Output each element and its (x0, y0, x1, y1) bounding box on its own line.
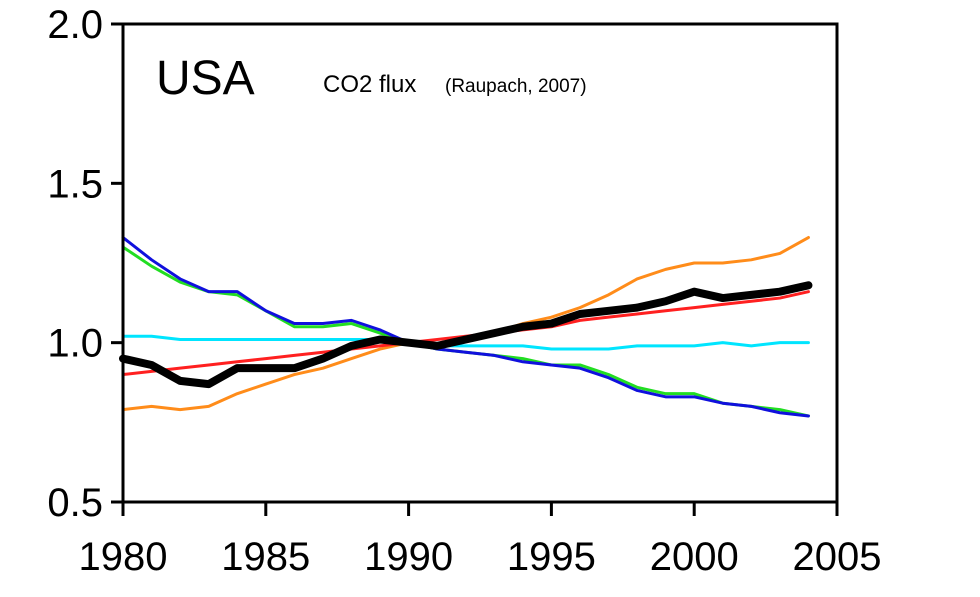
x-tick-label: 1980 (79, 535, 168, 579)
x-tick-label: 1995 (507, 535, 596, 579)
plot-frame (121, 22, 839, 504)
x-tick-label: 2000 (650, 535, 739, 579)
chart-citation: (Raupach, 2007) (445, 76, 587, 97)
series-layer (119, 236, 813, 418)
series-line-2 (121, 290, 810, 377)
series-line-4 (121, 245, 810, 418)
y-tick-label: 1.0 (47, 322, 103, 366)
series-line-3 (121, 334, 810, 351)
y-tick-label: 1.5 (47, 162, 103, 206)
x-tick-label: 1990 (364, 535, 453, 579)
region-label: USA (156, 52, 255, 105)
y-tick-label: 2.0 (47, 3, 103, 47)
x-tick-label: 1985 (221, 535, 310, 579)
x-tick-label: 2005 (793, 535, 882, 579)
series-line-6 (119, 281, 813, 389)
series-line-5 (121, 236, 810, 418)
y-tick-label: 0.5 (47, 481, 103, 525)
axis-layer: 0.5 1.0 1.5 2.0 1980 1985 1990 1995 2000 2005 (47, 3, 881, 579)
series-line-1 (121, 236, 810, 412)
chart-subtitle: CO2 flux (323, 71, 416, 98)
